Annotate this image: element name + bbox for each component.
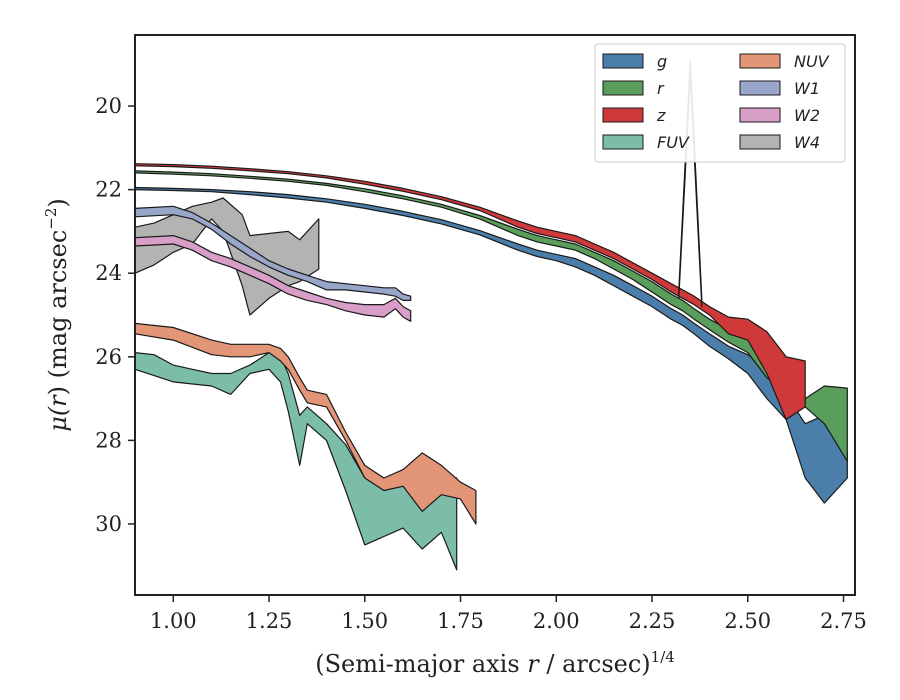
y-axis-label-text: μ(r) (mag arcsec <box>44 230 72 432</box>
legend-swatch-NUV <box>739 53 781 69</box>
y-tick-label: 20 <box>95 94 122 118</box>
x-axis-label: (Semi-major axis r / arcsec)1/4 <box>315 648 675 678</box>
legend-swatch-W2 <box>739 107 781 123</box>
band-g <box>134 186 848 504</box>
y-axis-label-mu: μ( <box>44 406 72 432</box>
x-tick-label: 1.25 <box>246 609 293 633</box>
x-axis-label-sup: 1/4 <box>651 648 675 666</box>
y-tick-label: 28 <box>95 428 122 452</box>
y-axis-label-sup: −2 <box>42 208 60 230</box>
y-axis-label-part: ) (mag arcsec <box>44 230 72 396</box>
y-axis: 20 22 24 26 28 30 <box>95 94 135 536</box>
legend-label-z: z <box>656 106 666 125</box>
bands-layer <box>134 59 848 571</box>
legend-swatch-r <box>602 80 644 96</box>
legend-label-W2: W2 <box>794 106 820 125</box>
y-tick-label: 22 <box>95 178 122 202</box>
band-W2 <box>134 235 412 322</box>
x-axis-label-italic: r <box>527 650 540 678</box>
y-axis-label-italic: r <box>44 394 72 407</box>
x-axis-label-text: (Semi-major axis r / arcsec) <box>315 650 650 678</box>
x-axis-label-part: / arcsec) <box>539 650 651 678</box>
legend-label-W4: W4 <box>794 133 820 152</box>
band-r <box>134 170 848 462</box>
x-tick-label: 2.00 <box>533 609 580 633</box>
legend-swatch-W1 <box>739 80 781 96</box>
legend-label-NUV: NUV <box>794 52 830 71</box>
x-tick-label: 2.75 <box>820 609 867 633</box>
x-axis: 1.00 1.25 1.50 1.75 2.00 2.25 2.50 2.75 <box>150 595 867 633</box>
band-z <box>134 163 806 421</box>
x-tick-label: 2.50 <box>724 609 771 633</box>
y-axis-label: μ(r) (mag arcsec−2) <box>42 198 72 432</box>
y-tick-label: 30 <box>95 512 122 536</box>
band-NUV <box>134 322 477 525</box>
band-W1 <box>134 205 412 301</box>
band-FUV <box>134 352 458 571</box>
legend-swatch-W4 <box>739 134 781 150</box>
plot-frame <box>134 34 856 596</box>
legend-swatch-z <box>602 107 644 123</box>
y-axis-label-close: ) <box>44 198 72 207</box>
x-tick-label: 1.00 <box>150 609 197 633</box>
legend-swatch-g <box>602 53 644 69</box>
legend-box <box>594 43 846 163</box>
x-tick-label: 1.50 <box>341 609 388 633</box>
legend: grz FUV NUV W1 W2 W4 <box>594 43 846 163</box>
x-tick-label: 2.25 <box>629 609 676 633</box>
x-tick-label: 1.75 <box>437 609 484 633</box>
legend-label-W1: W1 <box>794 79 820 98</box>
legend-label-FUV: FUV <box>657 133 690 152</box>
y-tick-label: 26 <box>95 345 122 369</box>
x-axis-label-part: (Semi-major axis <box>315 650 527 678</box>
y-tick-label: 24 <box>95 261 122 285</box>
legend-label-r: r <box>657 79 665 98</box>
legend-label-g: g <box>657 52 667 71</box>
legend-swatch-FUV <box>602 134 644 150</box>
